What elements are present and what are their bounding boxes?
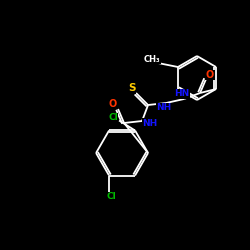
Text: NH: NH <box>156 104 172 112</box>
Text: Cl: Cl <box>106 192 116 201</box>
Text: O: O <box>206 70 214 80</box>
Text: S: S <box>128 83 136 93</box>
Text: CH₃: CH₃ <box>144 54 160 64</box>
Text: Cl: Cl <box>108 113 118 122</box>
Text: HN: HN <box>174 90 190 98</box>
Text: NH: NH <box>142 118 158 128</box>
Text: O: O <box>109 99 117 109</box>
